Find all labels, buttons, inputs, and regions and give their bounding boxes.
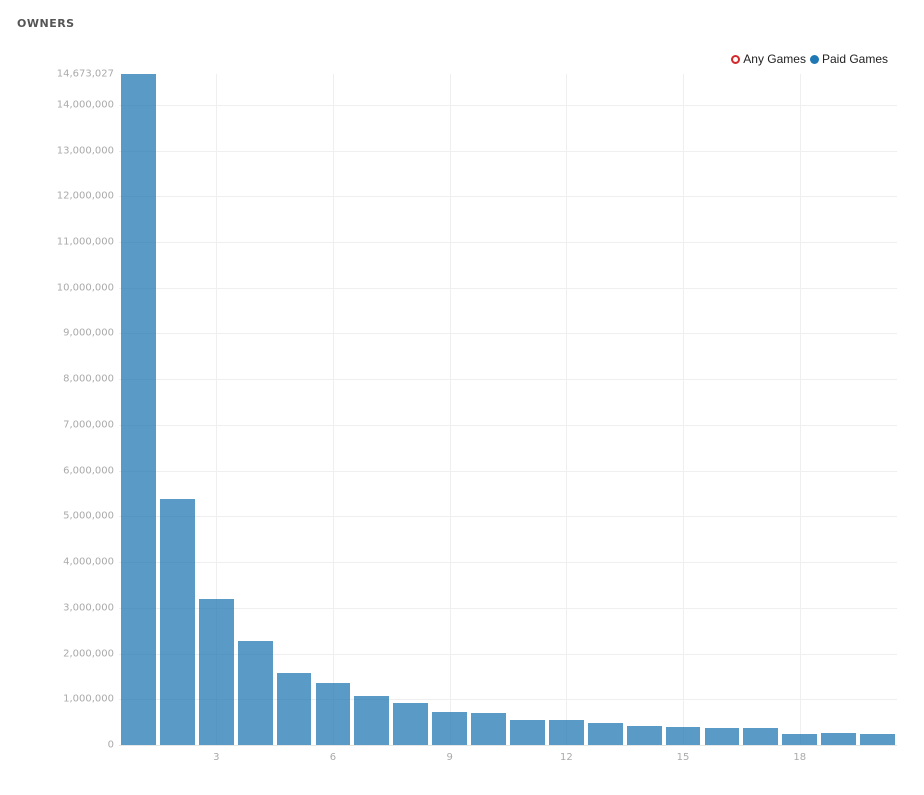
- gridline-horizontal: [119, 333, 897, 335]
- bar[interactable]: [821, 733, 857, 745]
- bar[interactable]: [315, 682, 351, 745]
- bar[interactable]: [276, 672, 312, 745]
- gridline-horizontal: [119, 104, 897, 106]
- x-tick-label: 9: [446, 752, 453, 763]
- legend-item-paid-games[interactable]: Paid Games: [809, 52, 888, 66]
- gridline-horizontal: [119, 150, 897, 152]
- y-tick-label: 0: [107, 739, 114, 751]
- bar[interactable]: [159, 498, 195, 745]
- gridline-horizontal: [119, 653, 897, 655]
- gridline-horizontal: [119, 379, 897, 381]
- gridline-horizontal: [119, 607, 897, 609]
- bar[interactable]: [743, 728, 779, 745]
- bar[interactable]: [237, 640, 273, 745]
- legend-item-any-games[interactable]: Any Games: [731, 52, 806, 66]
- bar[interactable]: [471, 713, 506, 745]
- y-tick-label: 14,000,000: [56, 99, 114, 111]
- bar[interactable]: [121, 74, 156, 745]
- y-tick-label: 4,000,000: [63, 556, 114, 568]
- bar[interactable]: [354, 696, 390, 745]
- y-tick-label: 8,000,000: [63, 373, 114, 385]
- bar[interactable]: [510, 719, 545, 745]
- bar[interactable]: [587, 723, 623, 745]
- y-tick-label: 2,000,000: [63, 648, 114, 660]
- gridline-vertical: [566, 74, 568, 745]
- y-tick-label: 7,000,000: [63, 419, 114, 431]
- bar[interactable]: [626, 725, 662, 745]
- chart-title: OWNERS: [17, 17, 75, 30]
- bar[interactable]: [860, 734, 895, 745]
- x-tick-label: 6: [329, 752, 337, 763]
- bar[interactable]: [665, 727, 701, 745]
- y-tick-label: 12,000,000: [56, 190, 114, 202]
- gridline-horizontal: [119, 241, 897, 243]
- gridline-vertical: [449, 74, 451, 745]
- x-tick-label: 3: [213, 752, 220, 763]
- y-tick-label: 5,000,000: [63, 510, 114, 522]
- bar[interactable]: [704, 728, 740, 745]
- gridline-vertical: [216, 74, 218, 745]
- x-tick-label: 18: [793, 752, 807, 763]
- y-tick-label: 10,000,000: [56, 282, 114, 294]
- chart-legend: Any Games Paid Games: [727, 52, 888, 66]
- x-tick-label: 12: [559, 752, 573, 763]
- gridline-horizontal: [119, 470, 897, 472]
- gridline-horizontal: [119, 424, 897, 426]
- gridline-horizontal: [119, 699, 897, 701]
- y-tick-label: 9,000,000: [63, 327, 114, 339]
- gridline-vertical: [799, 74, 801, 745]
- gridline-horizontal: [119, 196, 897, 198]
- gridline-vertical: [683, 74, 685, 745]
- x-tick-label: 15: [676, 752, 690, 763]
- bar[interactable]: [548, 719, 584, 745]
- filled-circle-icon: [809, 54, 819, 64]
- bar[interactable]: [432, 712, 468, 745]
- bar[interactable]: [782, 734, 818, 745]
- y-tick-label: 13,000,000: [56, 145, 114, 156]
- hollow-circle-icon: [731, 54, 741, 64]
- gridline-horizontal: [119, 516, 897, 518]
- gridline-vertical: [332, 74, 334, 745]
- y-tick-label: 1,000,000: [63, 693, 114, 705]
- gridline-horizontal: [119, 562, 897, 564]
- legend-label: Paid Games: [821, 52, 888, 66]
- plot-area: [119, 74, 897, 745]
- y-tick-label: 3,000,000: [63, 602, 114, 614]
- legend-label: Any Games: [743, 52, 806, 66]
- y-tick-label: 6,000,000: [63, 465, 114, 477]
- y-tick-label: 11,000,000: [56, 236, 114, 248]
- gridline-horizontal: [119, 287, 897, 289]
- bar[interactable]: [393, 702, 429, 745]
- y-tick-label: 14,673,027: [56, 68, 114, 80]
- bar[interactable]: [198, 599, 234, 745]
- x-axis-line: [119, 745, 897, 746]
